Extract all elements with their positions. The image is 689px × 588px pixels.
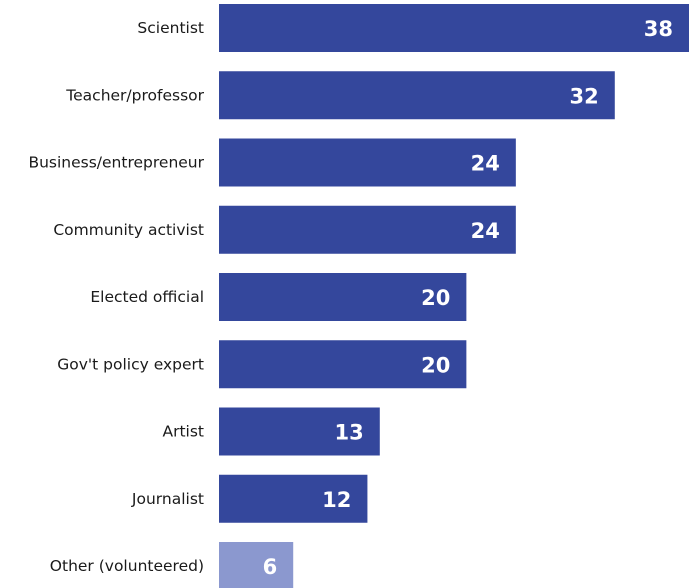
- bar-group-journalist: Journalist 12: [131, 474, 368, 523]
- value-label: 6: [263, 555, 278, 579]
- value-label: 20: [421, 286, 450, 310]
- bar-group-scientist: Scientist 38: [137, 4, 689, 52]
- bar-group-teacher-professor: Teacher/professor 32: [65, 71, 615, 120]
- bar-group-other-volunteered: Other (volunteered) 6: [50, 542, 294, 588]
- bar-group-community-activist: Community activist 24: [53, 205, 516, 254]
- category-label: Teacher/professor: [65, 86, 204, 104]
- bar-journalist: [219, 474, 368, 523]
- bar-elected-official: [219, 273, 467, 321]
- bar-gov-t-policy-expert: [219, 340, 467, 389]
- bar-group-elected-official: Elected official 20: [90, 273, 467, 321]
- bar-artist: [219, 407, 380, 456]
- bar-group-gov-t-policy-expert: Gov't policy expert 20: [57, 340, 467, 389]
- bar-other-volunteered: [219, 542, 294, 588]
- bar-business-entrepreneur: [219, 138, 516, 187]
- category-label: Community activist: [53, 221, 204, 239]
- category-label: Scientist: [137, 19, 204, 37]
- value-label: 38: [644, 17, 673, 41]
- category-label: Other (volunteered): [50, 557, 204, 575]
- value-label: 24: [471, 152, 500, 176]
- bar-group-business-entrepreneur: Business/entrepreneur 24: [28, 138, 516, 187]
- bar-community-activist: [219, 205, 516, 254]
- category-label: Journalist: [131, 490, 204, 508]
- category-label: Business/entrepreneur: [28, 154, 204, 172]
- value-label: 20: [421, 353, 450, 377]
- category-label: Gov't policy expert: [57, 355, 204, 373]
- value-label: 24: [471, 219, 500, 243]
- bar-group-artist: Artist 13: [162, 407, 380, 456]
- category-label: Elected official: [90, 288, 204, 306]
- value-label: 13: [335, 421, 364, 445]
- bar-teacher-professor: [219, 71, 615, 120]
- value-label: 12: [322, 488, 351, 512]
- bar-scientist: [219, 4, 689, 52]
- value-label: 32: [570, 84, 599, 108]
- bars-layer: Scientist 38 Teacher/professor 32 Business/e…: [28, 4, 689, 588]
- category-label: Artist: [162, 423, 204, 441]
